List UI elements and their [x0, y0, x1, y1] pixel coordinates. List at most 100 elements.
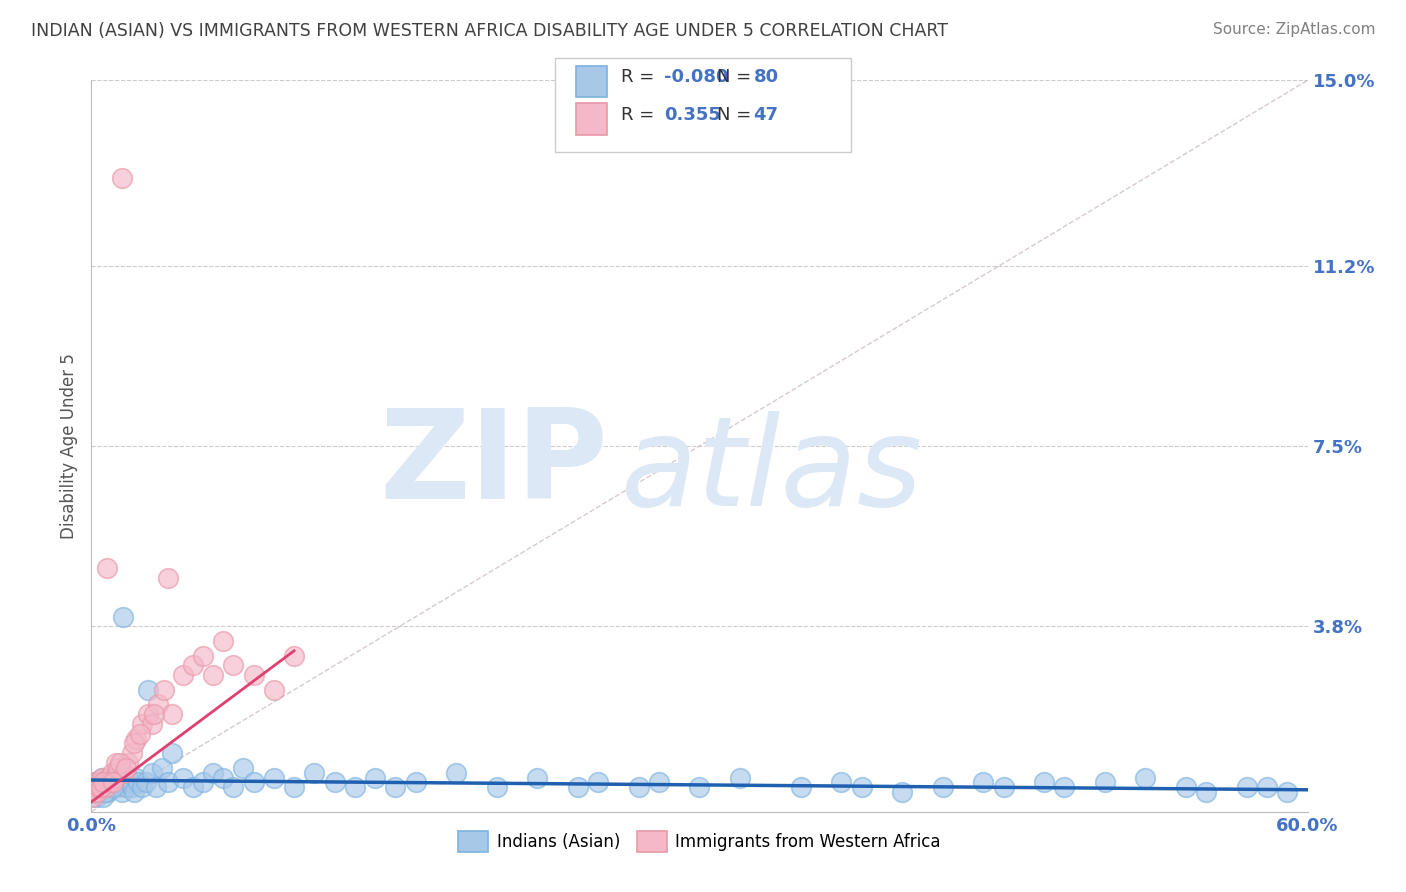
Point [232, 761, 254, 775]
Point [86, 780, 108, 795]
Point [567, 780, 589, 795]
Point [145, 780, 167, 795]
Point [212, 634, 235, 648]
Point [84, 775, 107, 789]
Point [1135, 771, 1157, 785]
Point [86, 785, 108, 799]
Point [136, 682, 159, 697]
Text: N =: N = [717, 68, 756, 87]
Point [115, 761, 138, 775]
Point [100, 765, 122, 780]
Point [89, 775, 111, 789]
Point [100, 780, 122, 795]
Point [86, 780, 108, 795]
Point [91, 790, 114, 805]
Point [117, 771, 139, 785]
Point [162, 707, 184, 722]
Point [283, 648, 305, 663]
Point [135, 775, 157, 789]
Point [790, 780, 813, 795]
Point [121, 780, 143, 795]
Point [90, 771, 112, 785]
Point [148, 698, 170, 712]
Point [242, 775, 264, 789]
Point [89, 780, 111, 795]
Text: N =: N = [717, 105, 756, 124]
Point [122, 785, 145, 799]
Point [153, 682, 176, 697]
Point [111, 609, 134, 624]
Point [82, 785, 104, 799]
Point [98, 775, 121, 789]
Point [1256, 780, 1278, 795]
Point [94, 775, 117, 789]
Point [181, 780, 204, 795]
Point [283, 780, 305, 795]
Point [191, 775, 214, 789]
Text: R =: R = [621, 105, 666, 124]
Point [202, 668, 225, 682]
Text: atlas: atlas [620, 411, 922, 533]
Point [89, 780, 111, 795]
Point [94, 780, 117, 795]
Point [118, 775, 141, 789]
Point [364, 771, 387, 785]
Point [83, 785, 105, 799]
Point [112, 775, 135, 789]
Point [103, 771, 125, 785]
Point [1053, 780, 1076, 795]
Point [91, 775, 114, 789]
Y-axis label: Disability Age Under 5: Disability Age Under 5 [59, 353, 77, 539]
Point [87, 785, 110, 799]
Point [108, 771, 131, 785]
Point [112, 765, 135, 780]
Point [127, 775, 149, 789]
Text: INDIAN (ASIAN) VS IMMIGRANTS FROM WESTERN AFRICA DISABILITY AGE UNDER 5 CORRELAT: INDIAN (ASIAN) VS IMMIGRANTS FROM WESTER… [31, 22, 948, 40]
Point [111, 170, 134, 185]
Point [485, 780, 508, 795]
Point [851, 780, 873, 795]
Point [648, 775, 671, 789]
Point [728, 771, 751, 785]
Point [242, 668, 264, 682]
Point [405, 775, 427, 789]
Point [181, 658, 204, 673]
Text: 0.355: 0.355 [664, 105, 720, 124]
Point [111, 785, 134, 799]
Point [86, 790, 108, 805]
Point [104, 756, 127, 770]
Point [157, 571, 180, 585]
Text: -0.080: -0.080 [664, 68, 728, 87]
Point [1175, 780, 1198, 795]
Point [1195, 785, 1218, 799]
Text: Source: ZipAtlas.com: Source: ZipAtlas.com [1212, 22, 1375, 37]
Point [688, 780, 710, 795]
Point [117, 756, 139, 770]
Point [931, 780, 953, 795]
Point [143, 707, 166, 722]
Point [1236, 780, 1258, 795]
Text: R =: R = [621, 68, 661, 87]
Point [891, 785, 914, 799]
Point [96, 561, 118, 575]
Text: 80: 80 [754, 68, 779, 87]
Point [131, 717, 153, 731]
Point [125, 731, 148, 746]
Point [89, 780, 111, 795]
Point [122, 736, 145, 750]
Point [82, 790, 104, 805]
Point [129, 727, 152, 741]
Point [87, 775, 110, 789]
Point [172, 668, 194, 682]
Point [830, 775, 852, 789]
Point [93, 775, 115, 789]
Point [157, 775, 180, 789]
Point [222, 780, 245, 795]
Point [93, 780, 115, 795]
Point [526, 771, 548, 785]
Point [115, 780, 138, 795]
Point [972, 775, 994, 789]
Point [103, 775, 125, 789]
Point [1277, 785, 1299, 799]
Point [83, 780, 105, 795]
